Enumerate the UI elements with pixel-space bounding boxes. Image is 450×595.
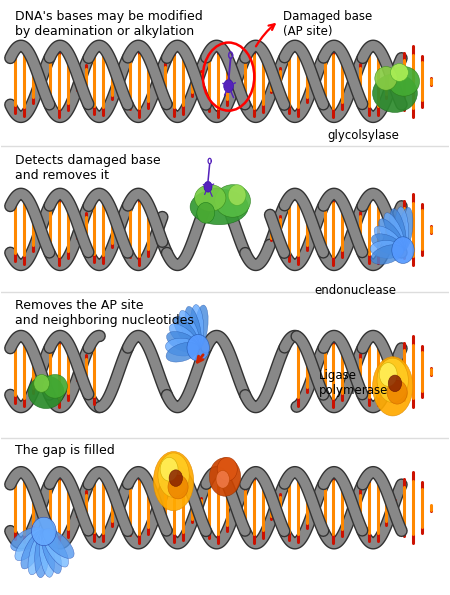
Ellipse shape xyxy=(197,202,215,223)
Ellipse shape xyxy=(32,517,56,546)
Ellipse shape xyxy=(15,529,45,560)
Ellipse shape xyxy=(21,530,45,569)
Ellipse shape xyxy=(166,338,199,356)
Ellipse shape xyxy=(187,334,209,361)
Ellipse shape xyxy=(399,207,413,251)
Ellipse shape xyxy=(185,306,202,349)
Ellipse shape xyxy=(174,317,200,350)
Ellipse shape xyxy=(179,311,200,349)
Ellipse shape xyxy=(168,475,188,499)
Ellipse shape xyxy=(194,305,208,349)
Ellipse shape xyxy=(160,458,178,481)
Text: glycolsylase: glycolsylase xyxy=(328,129,400,142)
Ellipse shape xyxy=(377,358,408,403)
Ellipse shape xyxy=(169,324,199,351)
Ellipse shape xyxy=(388,375,402,392)
Ellipse shape xyxy=(43,528,74,559)
Ellipse shape xyxy=(43,374,68,398)
Text: endonuclease: endonuclease xyxy=(315,284,396,297)
Ellipse shape xyxy=(11,527,45,551)
Text: Detects damaged base
and removes it: Detects damaged base and removes it xyxy=(15,154,161,182)
Ellipse shape xyxy=(373,74,417,112)
Ellipse shape xyxy=(166,331,199,352)
Ellipse shape xyxy=(392,237,414,264)
Ellipse shape xyxy=(391,64,408,82)
Ellipse shape xyxy=(375,67,397,90)
Ellipse shape xyxy=(194,184,226,211)
Circle shape xyxy=(224,80,234,92)
Text: Ligase
polymerase: Ligase polymerase xyxy=(319,368,388,396)
Ellipse shape xyxy=(41,530,62,574)
Ellipse shape xyxy=(166,342,199,362)
Circle shape xyxy=(204,181,212,192)
Ellipse shape xyxy=(388,67,419,96)
Ellipse shape xyxy=(209,458,241,496)
Ellipse shape xyxy=(28,376,64,409)
Ellipse shape xyxy=(390,209,406,251)
Ellipse shape xyxy=(215,184,251,217)
Ellipse shape xyxy=(42,530,68,567)
Ellipse shape xyxy=(373,357,413,416)
Ellipse shape xyxy=(28,530,47,575)
Ellipse shape xyxy=(379,362,397,386)
Ellipse shape xyxy=(158,453,189,497)
Ellipse shape xyxy=(371,234,404,255)
Ellipse shape xyxy=(395,207,409,251)
Ellipse shape xyxy=(169,470,183,487)
Ellipse shape xyxy=(216,471,230,488)
Ellipse shape xyxy=(374,226,404,253)
Ellipse shape xyxy=(370,240,404,258)
Text: Removes the AP site
and neighboring nucleotides: Removes the AP site and neighboring nucl… xyxy=(15,299,194,327)
Text: Damaged base
(AP site): Damaged base (AP site) xyxy=(283,10,373,38)
Ellipse shape xyxy=(228,184,246,205)
Ellipse shape xyxy=(35,531,50,578)
Ellipse shape xyxy=(217,458,237,481)
Text: The gap is filled: The gap is filled xyxy=(15,444,115,458)
Ellipse shape xyxy=(153,452,194,511)
Ellipse shape xyxy=(39,531,54,577)
Ellipse shape xyxy=(34,374,50,392)
Ellipse shape xyxy=(371,245,404,264)
Ellipse shape xyxy=(378,219,405,252)
Text: DNA's bases may be modified
by deamination or alkylation: DNA's bases may be modified by deaminati… xyxy=(15,10,202,38)
Ellipse shape xyxy=(190,189,248,225)
Ellipse shape xyxy=(387,380,407,404)
Ellipse shape xyxy=(190,305,204,349)
Ellipse shape xyxy=(384,213,405,252)
